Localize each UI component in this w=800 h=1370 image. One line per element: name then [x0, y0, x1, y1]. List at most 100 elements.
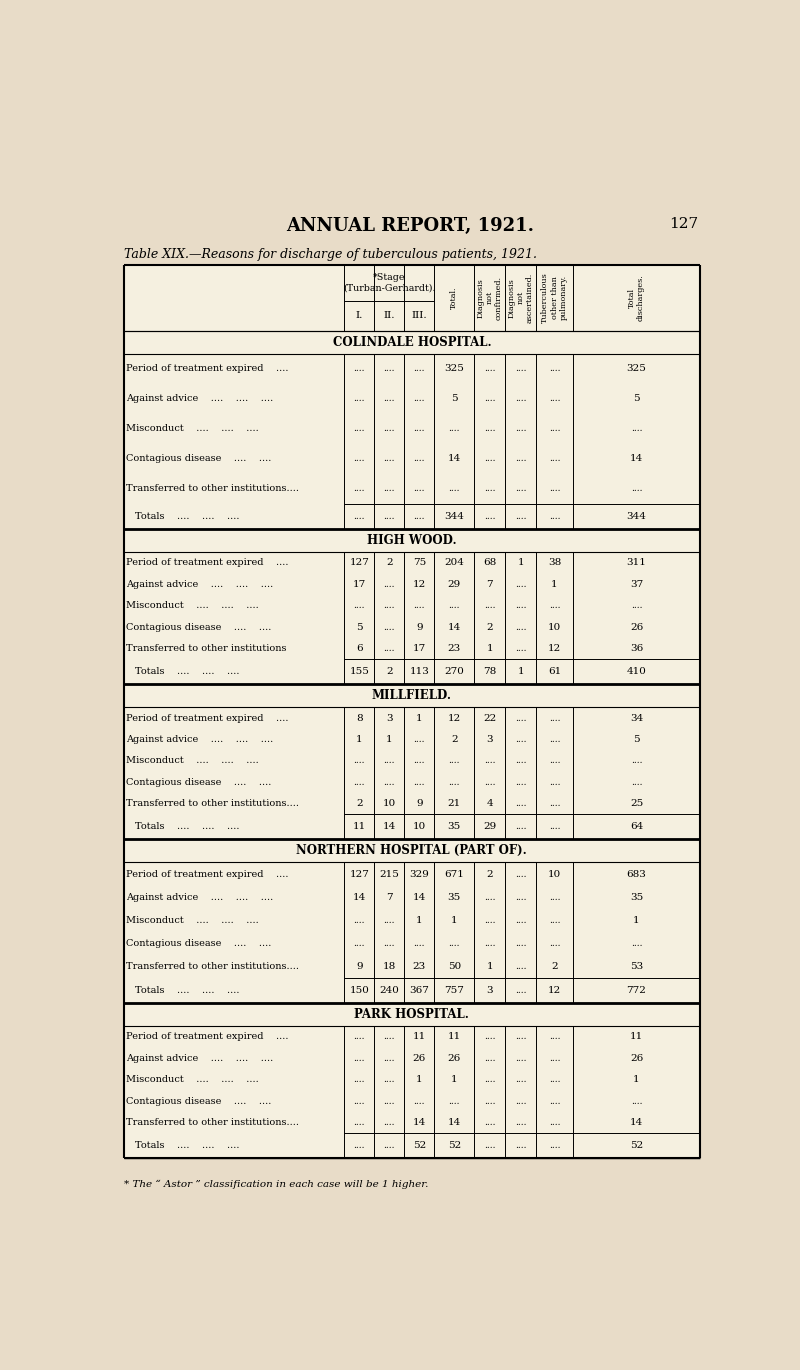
Text: 1: 1: [451, 1075, 458, 1084]
Text: Totals    ....    ....    ....: Totals .... .... ....: [135, 986, 239, 995]
Text: 3: 3: [486, 986, 493, 995]
Text: ....: ....: [414, 601, 425, 610]
Text: 9: 9: [416, 799, 422, 808]
Text: I.: I.: [356, 311, 363, 321]
Text: *Stage
(Turban-Gerhardt).: *Stage (Turban-Gerhardt).: [343, 273, 436, 293]
Text: ....: ....: [384, 1075, 395, 1084]
Bar: [123, 932, 700, 955]
Text: 14: 14: [448, 455, 461, 463]
Text: 6: 6: [356, 644, 362, 653]
Text: ....: ....: [549, 601, 560, 610]
Text: 1: 1: [633, 915, 640, 925]
Text: ....: ....: [354, 1118, 365, 1128]
Text: 240: 240: [379, 986, 399, 995]
Text: Misconduct    ....    ....    ....: Misconduct .... .... ....: [126, 915, 259, 925]
Text: 11: 11: [353, 822, 366, 832]
Text: Totals    ....    ....    ....: Totals .... .... ....: [135, 822, 239, 832]
Bar: [123, 330, 700, 353]
Bar: [123, 637, 700, 659]
Text: ....: ....: [414, 425, 425, 433]
Text: 1: 1: [633, 1075, 640, 1084]
Text: 68: 68: [483, 559, 496, 567]
Bar: [123, 814, 700, 840]
Bar: [123, 707, 700, 729]
Text: ....: ....: [484, 1075, 495, 1084]
Text: ....: ....: [515, 778, 526, 786]
Text: ....: ....: [384, 778, 395, 786]
Text: Period of treatment expired    ....: Period of treatment expired ....: [126, 870, 289, 878]
Text: 23: 23: [413, 962, 426, 971]
Text: PARK HOSPITAL.: PARK HOSPITAL.: [354, 1008, 470, 1021]
Text: 155: 155: [350, 667, 370, 675]
Text: 127: 127: [350, 559, 370, 567]
Text: ....: ....: [484, 364, 495, 374]
Text: ....: ....: [384, 1118, 395, 1128]
Text: ....: ....: [384, 1054, 395, 1063]
Text: 36: 36: [630, 644, 643, 653]
Text: ....: ....: [515, 1033, 526, 1041]
Text: 1: 1: [356, 734, 362, 744]
Text: ....: ....: [549, 778, 560, 786]
Text: ....: ....: [484, 938, 495, 948]
Text: MILLFIELD.: MILLFIELD.: [372, 689, 452, 703]
Text: Period of treatment expired    ....: Period of treatment expired ....: [126, 1033, 289, 1041]
Text: ....: ....: [630, 938, 642, 948]
Text: 5: 5: [356, 622, 362, 632]
Text: 1: 1: [551, 580, 558, 589]
Text: ....: ....: [384, 915, 395, 925]
Text: ....: ....: [515, 962, 526, 971]
Text: ....: ....: [414, 395, 425, 403]
Text: ....: ....: [354, 778, 365, 786]
Text: 29: 29: [448, 580, 461, 589]
Text: Misconduct    ....    ....    ....: Misconduct .... .... ....: [126, 601, 259, 610]
Text: 1: 1: [518, 559, 524, 567]
Text: NORTHERN HOSPITAL (PART OF).: NORTHERN HOSPITAL (PART OF).: [297, 844, 527, 858]
Text: 344: 344: [626, 512, 646, 521]
Text: Contagious disease    ....    ....: Contagious disease .... ....: [126, 778, 272, 786]
Text: 5: 5: [633, 734, 640, 744]
Text: 21: 21: [448, 799, 461, 808]
Text: ....: ....: [354, 1075, 365, 1084]
Text: ....: ....: [384, 395, 395, 403]
Text: ....: ....: [414, 1096, 425, 1106]
Text: 17: 17: [353, 580, 366, 589]
Text: 29: 29: [483, 822, 496, 832]
Bar: [123, 684, 700, 707]
Bar: [123, 771, 700, 793]
Text: ....: ....: [515, 580, 526, 589]
Text: HIGH WOOD.: HIGH WOOD.: [367, 534, 457, 547]
Text: Table XIX.—Reasons for discharge of tuberculous patients, 1921.: Table XIX.—Reasons for discharge of tube…: [123, 248, 537, 260]
Text: Misconduct    ....    ....    ....: Misconduct .... .... ....: [126, 1075, 259, 1084]
Text: 9: 9: [356, 962, 362, 971]
Text: Tuberculous
other than
pulmonary.: Tuberculous other than pulmonary.: [542, 273, 568, 323]
Text: ....: ....: [515, 601, 526, 610]
Text: 757: 757: [444, 986, 464, 995]
Text: 772: 772: [626, 986, 646, 995]
Text: 4: 4: [486, 799, 493, 808]
Bar: [123, 616, 700, 637]
Bar: [123, 1026, 700, 1048]
Text: 329: 329: [410, 870, 430, 878]
Text: 204: 204: [444, 559, 464, 567]
Text: 1: 1: [416, 1075, 422, 1084]
Text: Against advice    ....    ....    ....: Against advice .... .... ....: [126, 734, 274, 744]
Text: ....: ....: [549, 1118, 560, 1128]
Text: 53: 53: [630, 962, 643, 971]
Bar: [123, 908, 700, 932]
Text: ....: ....: [549, 915, 560, 925]
Bar: [123, 840, 700, 863]
Text: ....: ....: [515, 734, 526, 744]
Text: ....: ....: [384, 425, 395, 433]
Text: 12: 12: [548, 644, 561, 653]
Text: ....: ....: [384, 601, 395, 610]
Text: ....: ....: [630, 1096, 642, 1106]
Text: Contagious disease    ....    ....: Contagious disease .... ....: [126, 455, 272, 463]
Text: Contagious disease    ....    ....: Contagious disease .... ....: [126, 1096, 272, 1106]
Text: 2: 2: [356, 799, 362, 808]
Text: Against advice    ....    ....    ....: Against advice .... .... ....: [126, 395, 274, 403]
Text: ....: ....: [630, 485, 642, 493]
Text: ....: ....: [515, 622, 526, 632]
Bar: [123, 414, 700, 444]
Text: ....: ....: [384, 644, 395, 653]
Text: 1: 1: [486, 644, 493, 653]
